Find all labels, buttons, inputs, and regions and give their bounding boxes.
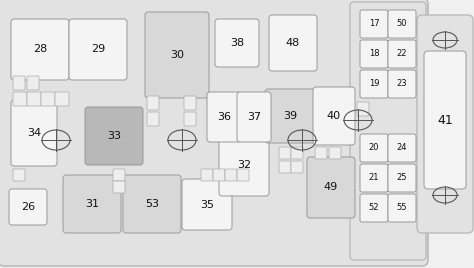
FancyBboxPatch shape xyxy=(350,2,426,260)
FancyBboxPatch shape xyxy=(219,135,269,196)
Text: 33: 33 xyxy=(107,131,121,141)
FancyBboxPatch shape xyxy=(69,19,127,80)
Text: 19: 19 xyxy=(369,80,379,88)
FancyBboxPatch shape xyxy=(55,92,69,106)
Text: 49: 49 xyxy=(324,183,338,192)
Text: 40: 40 xyxy=(327,111,341,121)
FancyBboxPatch shape xyxy=(182,179,232,230)
FancyBboxPatch shape xyxy=(113,181,125,193)
FancyBboxPatch shape xyxy=(360,70,388,98)
FancyBboxPatch shape xyxy=(145,12,209,98)
FancyBboxPatch shape xyxy=(388,134,416,162)
FancyBboxPatch shape xyxy=(147,112,159,126)
FancyBboxPatch shape xyxy=(27,76,39,90)
FancyBboxPatch shape xyxy=(123,175,181,233)
FancyBboxPatch shape xyxy=(0,0,428,266)
FancyBboxPatch shape xyxy=(11,19,69,80)
FancyBboxPatch shape xyxy=(388,70,416,98)
FancyBboxPatch shape xyxy=(13,169,25,181)
FancyBboxPatch shape xyxy=(11,100,57,166)
Text: 50: 50 xyxy=(397,20,407,28)
Text: 30: 30 xyxy=(170,50,184,60)
FancyBboxPatch shape xyxy=(357,102,369,116)
FancyBboxPatch shape xyxy=(201,169,213,181)
Text: 32: 32 xyxy=(237,161,251,170)
Text: 21: 21 xyxy=(369,173,379,183)
FancyBboxPatch shape xyxy=(213,169,225,181)
FancyBboxPatch shape xyxy=(63,175,121,233)
Text: 53: 53 xyxy=(145,199,159,209)
Text: 26: 26 xyxy=(21,202,35,212)
FancyBboxPatch shape xyxy=(360,10,388,38)
Text: 41: 41 xyxy=(437,114,453,126)
Text: 35: 35 xyxy=(200,199,214,210)
Text: 48: 48 xyxy=(286,38,300,48)
FancyBboxPatch shape xyxy=(279,161,291,173)
Text: 24: 24 xyxy=(397,143,407,152)
FancyBboxPatch shape xyxy=(147,96,159,110)
FancyBboxPatch shape xyxy=(388,194,416,222)
FancyBboxPatch shape xyxy=(291,161,303,173)
FancyBboxPatch shape xyxy=(27,92,41,106)
FancyBboxPatch shape xyxy=(85,107,143,165)
FancyBboxPatch shape xyxy=(291,147,303,159)
Text: 20: 20 xyxy=(369,143,379,152)
FancyBboxPatch shape xyxy=(225,169,237,181)
FancyBboxPatch shape xyxy=(315,147,327,159)
Text: 23: 23 xyxy=(397,80,407,88)
FancyBboxPatch shape xyxy=(265,89,315,143)
Text: 28: 28 xyxy=(33,44,47,54)
FancyBboxPatch shape xyxy=(9,189,47,225)
FancyBboxPatch shape xyxy=(424,51,466,189)
Text: 37: 37 xyxy=(247,112,261,122)
FancyBboxPatch shape xyxy=(360,134,388,162)
Text: 29: 29 xyxy=(91,44,105,54)
FancyBboxPatch shape xyxy=(329,147,341,159)
Text: 18: 18 xyxy=(369,50,379,58)
FancyBboxPatch shape xyxy=(215,19,259,67)
Text: 25: 25 xyxy=(397,173,407,183)
Text: 34: 34 xyxy=(27,128,41,138)
FancyBboxPatch shape xyxy=(360,194,388,222)
FancyBboxPatch shape xyxy=(237,169,249,181)
FancyBboxPatch shape xyxy=(388,40,416,68)
FancyBboxPatch shape xyxy=(184,112,196,126)
Text: 52: 52 xyxy=(369,203,379,213)
FancyBboxPatch shape xyxy=(113,169,125,181)
Text: 31: 31 xyxy=(85,199,99,209)
Text: 55: 55 xyxy=(397,203,407,213)
FancyBboxPatch shape xyxy=(237,92,271,142)
FancyBboxPatch shape xyxy=(417,15,473,233)
Text: 36: 36 xyxy=(217,112,231,122)
FancyBboxPatch shape xyxy=(279,147,291,159)
FancyBboxPatch shape xyxy=(360,40,388,68)
FancyBboxPatch shape xyxy=(184,96,196,110)
Text: 22: 22 xyxy=(397,50,407,58)
FancyBboxPatch shape xyxy=(307,157,355,218)
FancyBboxPatch shape xyxy=(313,87,355,145)
Text: 38: 38 xyxy=(230,38,244,48)
Text: 17: 17 xyxy=(369,20,379,28)
FancyBboxPatch shape xyxy=(388,164,416,192)
FancyBboxPatch shape xyxy=(360,164,388,192)
Text: 39: 39 xyxy=(283,111,297,121)
FancyBboxPatch shape xyxy=(13,92,27,106)
FancyBboxPatch shape xyxy=(269,15,317,71)
FancyBboxPatch shape xyxy=(207,92,241,142)
FancyBboxPatch shape xyxy=(41,92,55,106)
FancyBboxPatch shape xyxy=(388,10,416,38)
FancyBboxPatch shape xyxy=(13,76,25,90)
